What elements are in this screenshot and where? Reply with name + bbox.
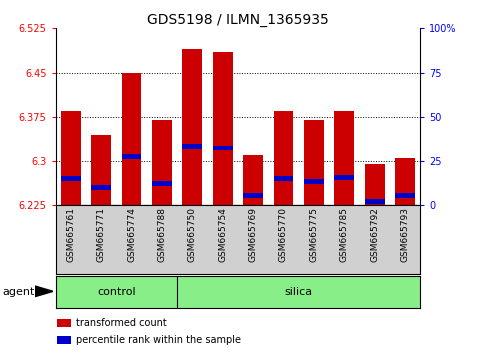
Bar (213, 146, 232, 150)
Bar (91, 185, 111, 190)
Bar (243, 155, 263, 205)
Bar (365, 164, 384, 205)
Text: GSM665761: GSM665761 (66, 207, 75, 262)
Bar (365, 199, 384, 204)
Title: GDS5198 / ILMN_1365935: GDS5198 / ILMN_1365935 (147, 13, 329, 27)
Text: GSM665771: GSM665771 (97, 207, 106, 262)
Text: GSM665785: GSM665785 (340, 207, 349, 262)
Bar (304, 120, 324, 205)
Bar (122, 154, 142, 159)
Bar (61, 111, 81, 205)
Text: GSM665769: GSM665769 (249, 207, 257, 262)
Polygon shape (35, 286, 53, 297)
Bar (273, 176, 293, 181)
Bar (334, 111, 354, 205)
Bar (61, 176, 81, 181)
Text: GSM665775: GSM665775 (309, 207, 318, 262)
Bar (273, 111, 293, 205)
Bar (304, 179, 324, 184)
Text: GSM665754: GSM665754 (218, 207, 227, 262)
Text: GSM665793: GSM665793 (400, 207, 410, 262)
Bar (57, 336, 71, 344)
Text: silica: silica (284, 287, 313, 297)
Bar (152, 181, 172, 186)
Bar (395, 158, 415, 205)
Bar (334, 175, 354, 180)
Bar (57, 319, 71, 327)
Bar (183, 49, 202, 205)
Text: GSM665770: GSM665770 (279, 207, 288, 262)
Text: percentile rank within the sample: percentile rank within the sample (76, 335, 241, 345)
Text: GSM665750: GSM665750 (188, 207, 197, 262)
Bar (152, 120, 172, 205)
Text: control: control (97, 287, 136, 297)
Text: GSM665788: GSM665788 (157, 207, 167, 262)
Text: agent: agent (2, 287, 35, 297)
Bar (395, 193, 415, 198)
Text: GSM665774: GSM665774 (127, 207, 136, 262)
Text: transformed count: transformed count (76, 319, 166, 329)
Text: GSM665792: GSM665792 (370, 207, 379, 262)
Bar (91, 135, 111, 205)
Bar (183, 144, 202, 149)
Bar (122, 73, 142, 205)
Bar (243, 193, 263, 198)
Bar (213, 52, 232, 205)
